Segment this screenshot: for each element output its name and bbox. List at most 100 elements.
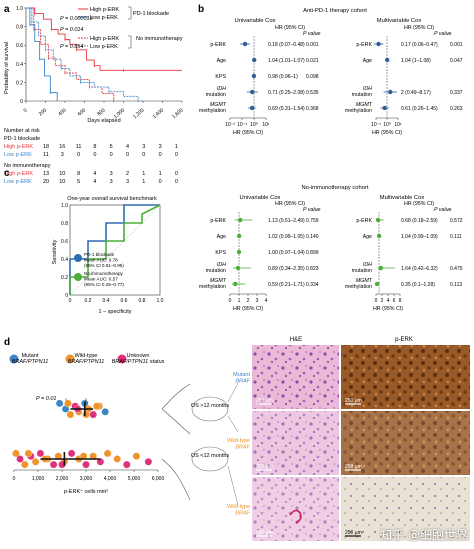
risk-count: 11 (76, 144, 82, 150)
roc-legend-swatch (74, 273, 82, 281)
forest-col-hr-uni: HR (95% CI) (275, 25, 305, 31)
forest-tick-label: 6 (393, 298, 396, 304)
panel-c-multi-title: Multivariable Cox (380, 195, 425, 201)
forest-row-label-uni: Age (217, 234, 226, 240)
scale-bar-label: 250 µm (256, 464, 273, 470)
km-y-tick-label: 0.2 (16, 80, 23, 86)
forest-hr-uni: 1.04 (1.01–1.07) (268, 58, 305, 64)
forest-p-multi: 0.001 (450, 42, 463, 48)
forest-hr-uni: 0.98 (0.96–1) (268, 74, 298, 80)
risk-row-label: High p-ERK (4, 144, 33, 150)
risk-count: 0 (175, 179, 178, 185)
roc-diagonal (69, 204, 161, 296)
perk-image-2 (341, 411, 470, 475)
forest-hr-multi: 1.64 (0.42–6.32) (401, 266, 438, 272)
forest-hr-uni: 0.18 (0.07–0.48) (268, 42, 305, 48)
panel-b-uni-title: Univariable Cox (235, 18, 276, 24)
risk-count: 3 (61, 152, 64, 158)
risk-count: 1 (159, 171, 162, 177)
roc-x-tick-label: 0 (69, 298, 72, 304)
risk-count: 5 (110, 144, 113, 150)
risk-table: Number at risk PD-1 blockade High p-ERK 1… (4, 128, 178, 185)
dot-point (96, 458, 105, 466)
forest-col-p-uni: P value (303, 31, 321, 37)
forest-hr-multi: 0.61 (0.26–1.45) (401, 106, 438, 112)
risk-count: 0 (159, 152, 162, 158)
forest-tick-label: 2 (247, 298, 250, 304)
km-x-tick-label: 600 (77, 107, 87, 117)
forest-tick-label: 1 (238, 298, 241, 304)
dot-point (82, 410, 90, 419)
forest-hr-multi: 0.68 (0.18–2.59) (401, 218, 438, 224)
forest-row-label-uni: IDH (217, 262, 226, 268)
km-y-tick-label: 0 (20, 99, 23, 105)
roc-x-tick-label: 0.4 (103, 298, 110, 304)
roc-legend-auc: Mean AUC: 0.78 (84, 258, 118, 263)
forest-point-uni (242, 41, 248, 47)
dot-point (113, 455, 121, 463)
forest-point-uni (236, 249, 242, 255)
dot-point (79, 452, 88, 460)
forest-point-uni (236, 233, 242, 239)
km-series-1 (26, 7, 58, 101)
dot-x-tick-label: 5,000 (128, 476, 141, 482)
forest-point-uni (252, 57, 257, 63)
sample-label-type: Wild-type (227, 504, 250, 510)
sample-label-gene: BRAF (235, 511, 250, 517)
dot-plot (12, 398, 153, 469)
forest-row-label-uni-sub: methylation (199, 284, 226, 290)
forest-point-multi (376, 233, 382, 239)
dot-point (24, 449, 33, 458)
forest-p-uni: 0.001 (306, 42, 319, 48)
forest-hr-multi: 2 (0.49–8.17) (401, 90, 431, 96)
panel-d: d MutantBRAF/PTPN11Wild-typeBRAF/PTPN11U… (4, 337, 470, 541)
forest-tick-label: 8 (399, 298, 402, 304)
forest-p-uni: 0.098 (306, 74, 319, 80)
forest-row-label-uni: KPS (215, 250, 226, 256)
forest-col-hr-multi: HR (95% CI) (404, 25, 434, 31)
mutation-legend-title: Unknown (127, 353, 150, 359)
km-pval-1: P = 0.000018 (60, 16, 94, 22)
risk-row-label: Low p-ERK (4, 152, 32, 158)
risk-count: 0 (110, 152, 113, 158)
os-top-label: OS >12 months (191, 403, 230, 409)
mutation-legend-title: Wild-type (75, 353, 98, 359)
forest-col-hr-multi: HR (95% CI) (404, 201, 434, 207)
forest-p-uni: 0.368 (306, 106, 319, 112)
forest-row-label-multi: IDH (363, 262, 372, 268)
legend-low-perk: Low p-ERK (90, 15, 118, 21)
forest-tick-label: 4 (265, 298, 268, 304)
forest-hr-uni: 1.02 (0.99–1.05) (268, 234, 305, 240)
risk-count: 1 (175, 144, 178, 150)
forest-row-label-uni-sub: mutation (206, 268, 226, 274)
forest-tick-label: 0 (375, 298, 378, 304)
forest-row-label-multi: p-ERK (356, 218, 372, 224)
he-image-1 (252, 345, 339, 409)
mutation-legend: MutantBRAF/PTPN11Wild-typeBRAF/PTPN11Unk… (9, 353, 165, 365)
dot-x-tick-label: 1,000 (32, 476, 45, 482)
risk-count: 0 (77, 152, 80, 158)
scale-bar-label: 250 µm (345, 530, 362, 536)
dot-xlabel: p-ERK⁺ cells mm² (64, 488, 108, 495)
forest-axis-label-multi: HR (95% CI) (372, 130, 402, 136)
legend-group-noimmuno: No immunotherapy (136, 36, 183, 42)
dot-x-ticks: 0 1,000 2,000 3,000 4,000 5,000 6,000 (13, 470, 164, 482)
km-x-tick-label: 0 (23, 107, 29, 114)
dot-point (67, 449, 76, 458)
he-image-3 (252, 477, 339, 541)
risk-count: 0 (142, 152, 145, 158)
km-series-3 (26, 7, 139, 101)
risk-count: 0 (175, 152, 178, 158)
forest-row-label-multi-sub: methylation (345, 108, 372, 114)
risk-count: 1 (142, 171, 145, 177)
forest-axis-label-multi: HR (95% CI) (373, 306, 403, 312)
forest-hr-uni: 0.59 (0.21–1.71) (268, 282, 305, 288)
risk-count: 3 (159, 144, 162, 150)
forest-row-label-multi: Age (363, 234, 372, 240)
risk-row-label: Low p-ERK (4, 179, 32, 185)
scale-bar-label: 250 µm (256, 398, 273, 404)
risk-count: 3 (110, 179, 113, 185)
dot-point (36, 449, 45, 458)
km-x-tick-label: 800 (96, 107, 106, 117)
